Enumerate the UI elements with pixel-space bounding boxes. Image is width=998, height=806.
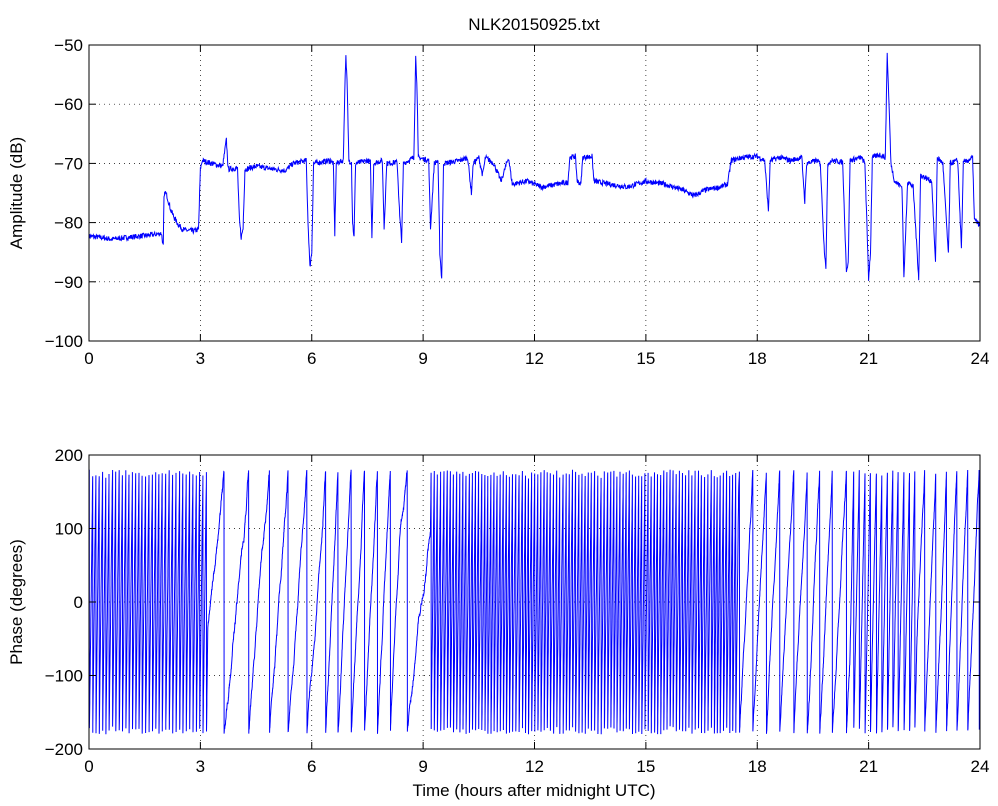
phase-x-axis-label: Time (hours after midnight UTC) [412,781,655,800]
y-tick-label: 0 [74,593,83,612]
x-tick-label: 24 [971,349,990,368]
y-tick-label: −200 [45,740,83,759]
phase-series-line [88,469,981,735]
x-tick-label: 6 [307,349,316,368]
y-tick-label: 100 [55,520,83,539]
x-tick-label: 18 [748,757,767,776]
figure-title: NLK20150925.txt [468,15,600,34]
x-tick-label: 15 [636,349,655,368]
amplitude-plot-area [89,45,980,341]
y-tick-label: −60 [54,95,83,114]
x-tick-label: 12 [525,349,544,368]
phase-ticks: 0 3 6 9 12 15 18 21 24 −200 −100 0 100 200 [45,446,990,776]
phase-panel: 0 3 6 9 12 15 18 21 24 −200 −100 0 100 200 Phase (deg… [7,446,989,800]
y-tick-label: 200 [55,446,83,465]
x-tick-label: 0 [84,757,93,776]
y-tick-label: −100 [45,667,83,686]
amplitude-series-line [88,52,981,281]
amplitude-panel: 0 3 6 9 12 15 18 21 24 −100 −90 −80 −70 −60 −50 Amplit… [7,36,989,368]
x-tick-label: 9 [418,757,427,776]
x-tick-label: 15 [636,757,655,776]
x-tick-label: 24 [971,757,990,776]
x-tick-label: 3 [196,757,205,776]
y-tick-label: −80 [54,214,83,233]
amplitude-y-axis-label: Amplitude (dB) [7,137,26,249]
x-tick-label: 0 [84,349,93,368]
x-tick-label: 21 [859,349,878,368]
x-tick-label: 3 [196,349,205,368]
y-tick-label: −50 [54,36,83,55]
x-tick-label: 6 [307,757,316,776]
phase-y-axis-label: Phase (degrees) [7,539,26,665]
y-tick-label: −70 [54,154,83,173]
y-tick-label: −90 [54,273,83,292]
y-tick-label: −100 [45,332,83,351]
x-tick-label: 18 [748,349,767,368]
amplitude-grid [89,45,980,341]
x-tick-label: 21 [859,757,878,776]
x-tick-label: 12 [525,757,544,776]
x-tick-label: 9 [418,349,427,368]
amplitude-ticks: 0 3 6 9 12 15 18 21 24 −100 −90 −80 −70 −60 −50 [45,36,990,368]
